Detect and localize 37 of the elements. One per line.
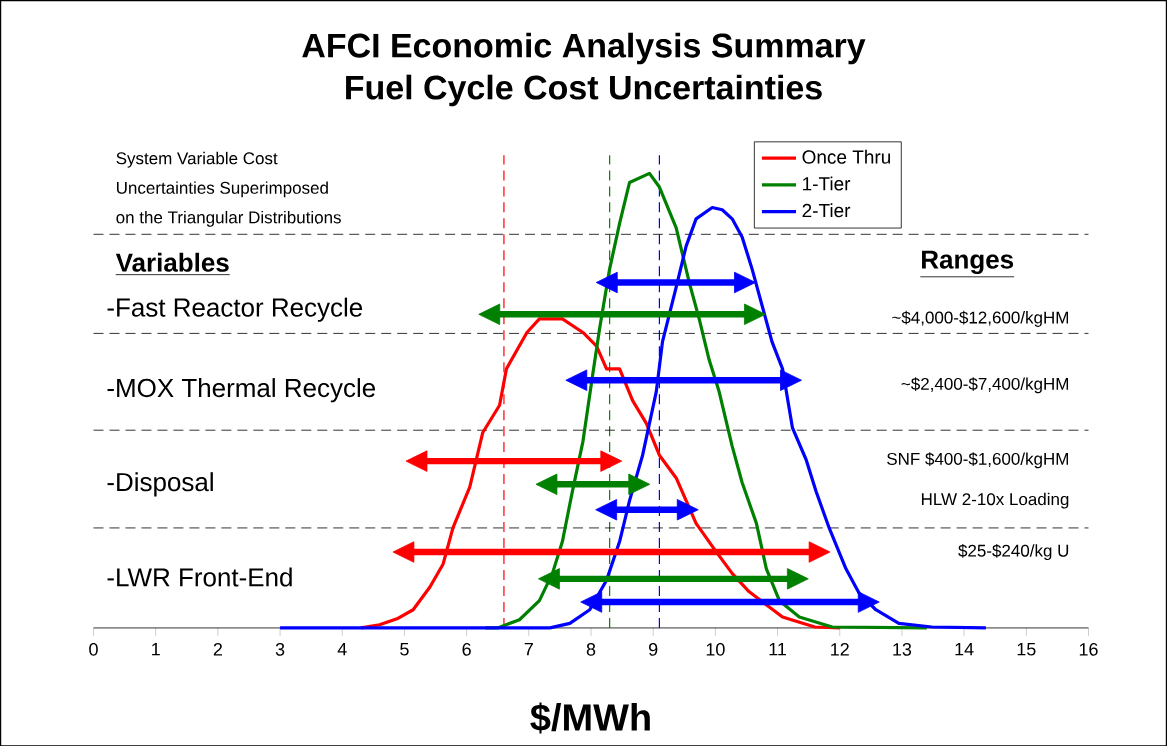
annotation: SNF $400-$1,600/kgHM — [887, 451, 1068, 469]
x-tick-label: 10 — [706, 642, 725, 656]
x-tick-label: 9 — [649, 642, 658, 656]
x-tick-label: 16 — [1079, 642, 1098, 656]
x-tick-label: 5 — [400, 642, 409, 656]
x-tick-label: 12 — [831, 642, 849, 656]
annotation: -LWR Front-End — [107, 567, 292, 587]
annotation: -Fast Reactor Recycle — [107, 297, 363, 322]
annotation: ~$2,400-$7,400/kgHM — [901, 376, 1068, 394]
annotation: HLW 2-10x Loading — [921, 492, 1069, 509]
legend-label: Once Thru — [802, 149, 891, 164]
x-tick-label: 13 — [893, 642, 912, 656]
annotation: on the Triangular Distributions — [116, 210, 341, 227]
x-tick-label: 3 — [275, 642, 285, 656]
annotation: $25-$240/kg U — [958, 543, 1069, 560]
x-tick-label: 6 — [462, 642, 471, 656]
x-tick-label: 0 — [89, 642, 98, 656]
chart-title: AFCI Economic Analysis Summary — [302, 32, 866, 65]
annotation: Uncertainties Superimposed — [116, 181, 328, 198]
x-tick-label: 7 — [524, 642, 533, 656]
chart-subtitle: Fuel Cycle Cost Uncertainties — [346, 74, 822, 107]
legend-label: 2-Tier — [802, 203, 851, 218]
x-tick-label: 8 — [586, 642, 596, 656]
x-axis-title: $/MWh — [530, 702, 650, 734]
x-tick-label: 4 — [337, 642, 347, 656]
annotation: ~$4,000-$12,600/kgHM — [892, 310, 1068, 327]
x-tick-label: 2 — [213, 642, 222, 656]
annotation: Ranges — [922, 250, 1014, 274]
annotation: -MOX Thermal Recycle — [107, 377, 376, 403]
legend-label: 1-Tier — [803, 176, 851, 191]
annotation: Variables — [115, 252, 229, 272]
x-tick-label: 14 — [955, 642, 974, 656]
annotation: -Disposal — [107, 471, 213, 497]
x-tick-label: 15 — [1017, 642, 1036, 656]
text: System Variable Cost — [116, 151, 278, 168]
x-tick-label: 1 — [152, 642, 160, 656]
x-tick-label: 11 — [769, 642, 786, 656]
